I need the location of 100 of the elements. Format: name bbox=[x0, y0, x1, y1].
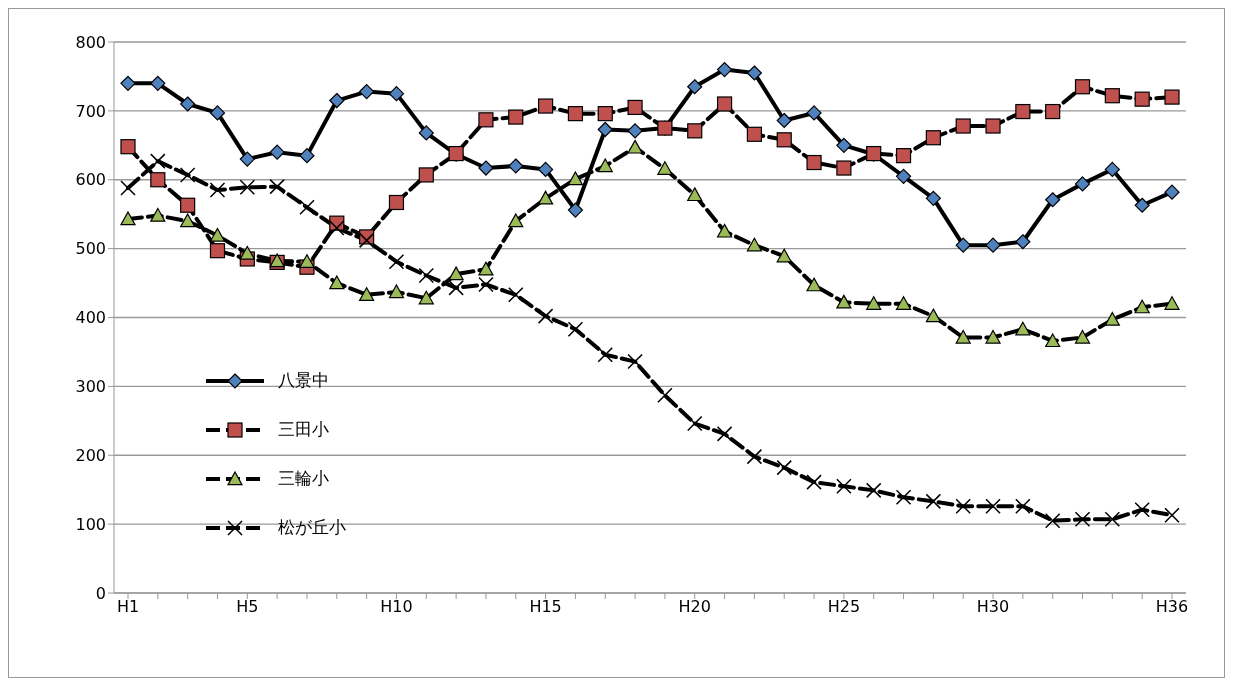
point bbox=[955, 498, 971, 514]
point bbox=[895, 168, 912, 184]
point bbox=[955, 237, 971, 253]
point bbox=[180, 213, 196, 228]
y-tick-label: 200 bbox=[75, 445, 106, 465]
point bbox=[895, 148, 912, 164]
x-tick-label: H20 bbox=[678, 597, 711, 617]
point bbox=[1164, 507, 1180, 523]
point bbox=[985, 237, 1001, 253]
point bbox=[776, 112, 792, 129]
point bbox=[299, 199, 315, 216]
point bbox=[1134, 299, 1150, 314]
point bbox=[746, 65, 762, 81]
point bbox=[478, 112, 494, 128]
point bbox=[209, 243, 226, 259]
point bbox=[687, 187, 703, 202]
point bbox=[150, 75, 166, 91]
point bbox=[1104, 161, 1120, 178]
y-tick-label: 800 bbox=[75, 32, 106, 52]
point bbox=[1164, 89, 1180, 105]
point bbox=[746, 126, 762, 142]
point bbox=[925, 308, 941, 323]
point bbox=[508, 109, 524, 125]
point bbox=[388, 86, 405, 102]
point bbox=[180, 96, 196, 112]
point bbox=[955, 329, 971, 344]
point bbox=[239, 179, 256, 196]
point bbox=[1164, 184, 1180, 200]
point bbox=[120, 139, 136, 155]
y-tick-label: 400 bbox=[75, 308, 106, 328]
point bbox=[686, 415, 703, 432]
point bbox=[418, 290, 434, 305]
point bbox=[985, 118, 1001, 134]
point bbox=[329, 275, 345, 290]
point bbox=[1045, 192, 1061, 208]
point bbox=[120, 211, 136, 226]
y-tick-label: 500 bbox=[75, 239, 106, 259]
point bbox=[1015, 103, 1031, 120]
x-tick-label: H1 bbox=[116, 597, 140, 617]
point bbox=[329, 220, 345, 236]
point bbox=[597, 106, 613, 122]
point bbox=[597, 158, 613, 173]
x-tick-label: H25 bbox=[827, 597, 861, 617]
x-tick-label: H10 bbox=[380, 597, 413, 617]
point bbox=[1015, 498, 1031, 514]
point bbox=[508, 287, 524, 303]
point bbox=[955, 118, 971, 134]
point bbox=[418, 167, 434, 183]
point bbox=[925, 190, 941, 206]
point bbox=[1015, 234, 1031, 250]
x-tick-label: H5 bbox=[236, 597, 259, 617]
point bbox=[180, 197, 196, 213]
point bbox=[1074, 511, 1091, 528]
point bbox=[567, 202, 584, 218]
point bbox=[836, 294, 852, 309]
point bbox=[1104, 88, 1120, 104]
point bbox=[448, 280, 464, 296]
point bbox=[478, 261, 494, 276]
y-tick-label: 0 bbox=[95, 583, 106, 603]
point bbox=[1074, 176, 1091, 192]
point bbox=[388, 284, 405, 299]
point bbox=[567, 321, 584, 337]
point bbox=[1074, 79, 1091, 95]
point bbox=[806, 154, 822, 171]
point bbox=[418, 267, 435, 284]
point bbox=[209, 227, 226, 242]
point bbox=[209, 105, 226, 121]
legend-label: 三輪小 bbox=[278, 467, 329, 490]
point bbox=[269, 178, 285, 195]
legend-label: 松が丘小 bbox=[278, 516, 346, 539]
point bbox=[150, 207, 166, 222]
point bbox=[866, 296, 882, 310]
point bbox=[179, 167, 196, 183]
point bbox=[299, 148, 315, 164]
point bbox=[806, 277, 822, 292]
point bbox=[1104, 511, 1121, 528]
point bbox=[1134, 91, 1150, 107]
point bbox=[746, 448, 763, 465]
point bbox=[687, 123, 703, 139]
point bbox=[925, 130, 941, 146]
point bbox=[985, 498, 1001, 514]
point bbox=[627, 123, 643, 139]
point bbox=[388, 253, 405, 270]
point bbox=[239, 245, 255, 260]
point bbox=[359, 287, 375, 301]
point bbox=[538, 161, 554, 178]
point bbox=[1104, 311, 1120, 326]
point bbox=[150, 172, 166, 188]
point bbox=[537, 308, 554, 324]
point bbox=[776, 459, 792, 476]
point bbox=[925, 493, 942, 510]
point bbox=[329, 92, 345, 109]
point bbox=[239, 151, 255, 167]
point bbox=[359, 83, 375, 100]
point bbox=[836, 137, 852, 153]
point bbox=[865, 482, 882, 499]
point bbox=[448, 266, 464, 281]
y-tick-label: 100 bbox=[75, 514, 106, 534]
x-tick-label: H15 bbox=[529, 597, 562, 617]
point bbox=[597, 121, 613, 138]
